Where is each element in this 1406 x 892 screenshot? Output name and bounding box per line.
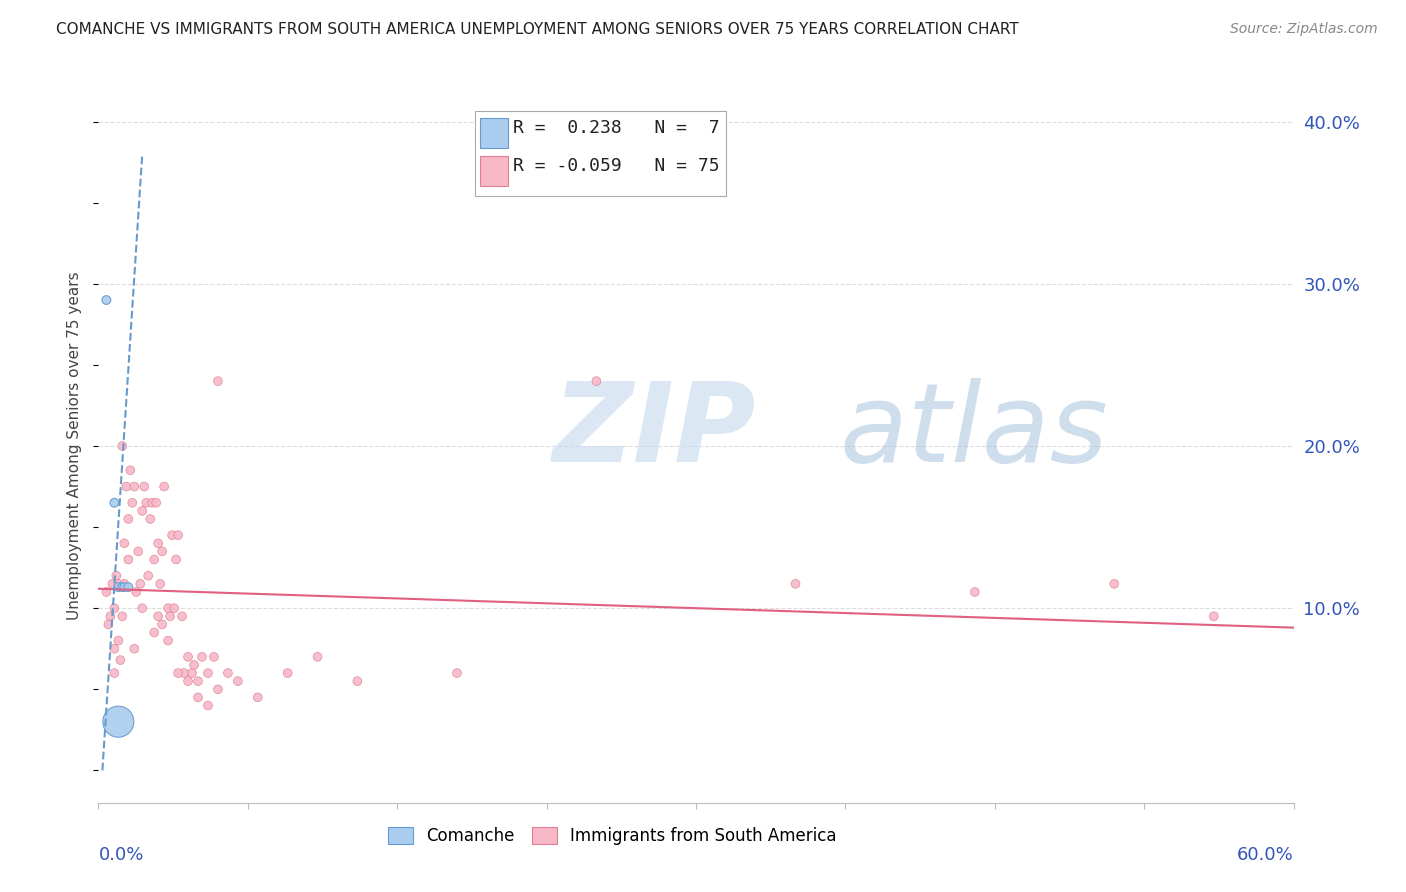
Point: [120, 463, 142, 477]
Point: [111, 580, 134, 594]
Point: [143, 625, 166, 640]
Point: [197, 698, 219, 713]
Text: 60.0%: 60.0%: [1237, 846, 1294, 863]
Point: [107, 714, 129, 729]
Point: [149, 577, 172, 591]
Point: [125, 585, 148, 599]
Point: [110, 653, 132, 667]
Point: [187, 690, 209, 705]
Point: [143, 552, 166, 566]
Point: [187, 674, 209, 689]
Point: [103, 666, 125, 681]
Point: [117, 552, 139, 566]
Point: [165, 552, 187, 566]
Point: [112, 580, 135, 594]
Point: [181, 666, 204, 681]
Point: [100, 609, 122, 624]
Text: 0.0%: 0.0%: [98, 846, 143, 863]
Y-axis label: Unemployment Among Seniors over 75 years: Unemployment Among Seniors over 75 years: [67, 272, 83, 620]
FancyBboxPatch shape: [479, 156, 509, 186]
Point: [141, 496, 163, 510]
Point: [217, 666, 239, 681]
Text: atlas: atlas: [839, 378, 1108, 485]
Point: [307, 649, 329, 664]
Point: [191, 649, 214, 664]
Point: [131, 504, 153, 518]
Point: [111, 609, 134, 624]
Text: R =  0.238   N =  7: R = 0.238 N = 7: [513, 120, 720, 137]
Point: [150, 544, 173, 558]
Point: [117, 580, 139, 594]
Point: [177, 649, 200, 664]
Point: [121, 496, 143, 510]
Point: [124, 641, 146, 656]
Point: [163, 601, 186, 615]
Point: [101, 577, 124, 591]
Point: [136, 568, 159, 582]
Point: [446, 666, 468, 681]
Point: [277, 666, 299, 681]
Point: [167, 528, 190, 542]
Point: [202, 649, 225, 664]
Text: R = -0.059   N = 75: R = -0.059 N = 75: [513, 157, 720, 175]
Point: [107, 580, 129, 594]
Point: [173, 666, 195, 681]
Point: [105, 568, 128, 582]
Point: [145, 496, 167, 510]
Point: [103, 641, 125, 656]
Point: [103, 496, 125, 510]
Point: [1102, 577, 1125, 591]
Point: [124, 479, 146, 493]
Point: [103, 601, 125, 615]
Point: [107, 633, 129, 648]
Point: [127, 544, 149, 558]
Point: [135, 496, 157, 510]
Text: Source: ZipAtlas.com: Source: ZipAtlas.com: [1230, 22, 1378, 37]
FancyBboxPatch shape: [479, 119, 509, 148]
Text: COMANCHE VS IMMIGRANTS FROM SOUTH AMERICA UNEMPLOYMENT AMONG SENIORS OVER 75 YEA: COMANCHE VS IMMIGRANTS FROM SOUTH AMERIC…: [56, 22, 1019, 37]
Point: [177, 674, 200, 689]
Point: [96, 293, 118, 307]
Point: [585, 374, 607, 388]
Point: [111, 439, 134, 453]
Point: [139, 512, 162, 526]
Legend: Comanche, Immigrants from South America: Comanche, Immigrants from South America: [381, 820, 844, 852]
Point: [131, 601, 153, 615]
Point: [112, 577, 135, 591]
Point: [346, 674, 368, 689]
Point: [115, 479, 138, 493]
Point: [134, 479, 156, 493]
Point: [157, 633, 180, 648]
Point: [207, 682, 229, 697]
Point: [96, 585, 118, 599]
Point: [159, 609, 181, 624]
Point: [246, 690, 269, 705]
Point: [1202, 609, 1225, 624]
Point: [129, 577, 152, 591]
Point: [226, 674, 249, 689]
Point: [167, 666, 190, 681]
Text: ZIP: ZIP: [553, 378, 756, 485]
Point: [148, 536, 170, 550]
Point: [153, 479, 176, 493]
Point: [197, 666, 219, 681]
Point: [183, 657, 205, 672]
Point: [157, 601, 180, 615]
Point: [150, 617, 173, 632]
Point: [172, 609, 194, 624]
Point: [112, 536, 135, 550]
Point: [148, 609, 170, 624]
Point: [97, 617, 120, 632]
Point: [117, 512, 139, 526]
Point: [160, 528, 183, 542]
Point: [107, 577, 129, 591]
Point: [785, 577, 807, 591]
Point: [207, 374, 229, 388]
Bar: [475, 111, 725, 196]
Point: [963, 585, 986, 599]
